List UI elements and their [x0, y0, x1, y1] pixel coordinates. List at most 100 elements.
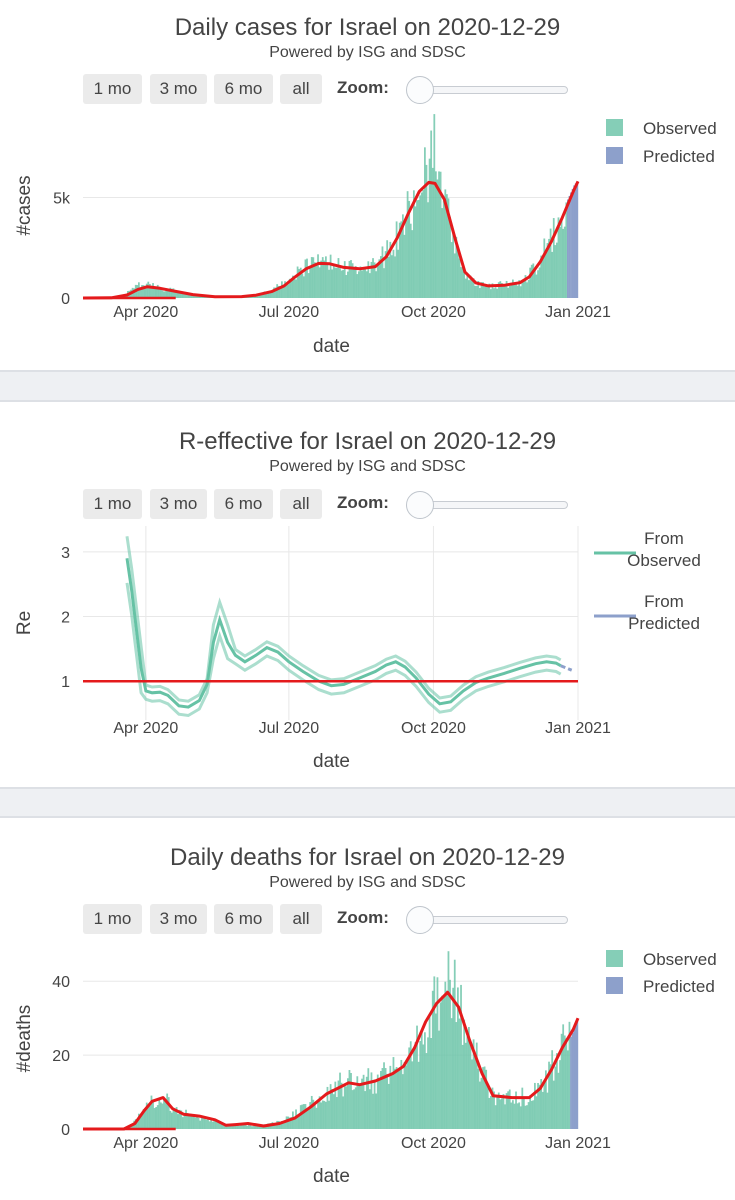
range-1mo-button[interactable]: 1 mo — [83, 74, 142, 104]
observed-bar — [323, 260, 326, 298]
range-6mo-button[interactable]: 6 mo — [214, 74, 273, 104]
range-3mo-button[interactable]: 3 mo — [150, 904, 207, 934]
legend-observed-label: Observed — [643, 119, 717, 138]
observed-bar — [497, 1092, 500, 1129]
range-all-button[interactable]: all — [280, 74, 322, 104]
observed-re-line — [125, 558, 562, 709]
observed-bar — [334, 1081, 337, 1129]
range-1mo-button[interactable]: 1 mo — [83, 904, 142, 934]
observed-bar — [259, 294, 261, 298]
observed-bar — [171, 288, 173, 298]
observed-bar — [285, 1116, 288, 1129]
deaths-plot: 0 20 40 Apr 2020 Jul 2020 Oct 2020 Jan 2021 dat… — [14, 950, 717, 1187]
observed-bar — [397, 1070, 400, 1129]
observed-bar — [380, 1070, 382, 1129]
observed-bar — [402, 1074, 404, 1129]
observed-bar — [419, 1041, 422, 1129]
range-3mo-button[interactable]: 3 mo — [150, 489, 207, 519]
observed-bar — [490, 1095, 492, 1129]
observed-bar — [400, 1059, 403, 1129]
observed-bar — [513, 284, 516, 298]
observed-bar — [304, 259, 307, 298]
observed-upper-band — [125, 536, 562, 703]
observed-bar — [565, 202, 568, 298]
x-tick-label: Oct 2020 — [401, 1135, 466, 1152]
observed-bar — [251, 1126, 253, 1129]
observed-bar — [200, 1117, 203, 1129]
observed-bar — [461, 1044, 464, 1129]
zoom-slider-handle[interactable] — [406, 491, 434, 519]
observed-bar — [442, 200, 445, 298]
observed-bar — [196, 1114, 198, 1129]
legend-predicted-swatch — [606, 147, 623, 164]
observed-bar — [200, 296, 203, 298]
range-6mo-button[interactable]: 6 mo — [214, 904, 273, 934]
predicted-bar — [573, 185, 576, 298]
observed-bar — [205, 1119, 208, 1129]
observed-bar — [149, 283, 151, 298]
observed-bar — [238, 1125, 241, 1129]
observed-bar — [535, 274, 538, 298]
predicted-bar — [573, 1029, 576, 1129]
observed-bar — [430, 1037, 433, 1129]
observed-bar — [145, 283, 148, 298]
observed-bar — [337, 1080, 340, 1129]
range-all-button[interactable]: all — [280, 489, 322, 519]
observed-bar — [141, 285, 143, 298]
observed-bar — [436, 977, 439, 1129]
observed-bar — [180, 1110, 183, 1129]
observed-bar — [211, 1121, 214, 1129]
observed-bar — [332, 265, 335, 298]
observed-bar — [560, 219, 563, 298]
observed-bar — [464, 278, 467, 298]
observed-bar — [315, 1107, 318, 1129]
observed-bar — [460, 267, 462, 298]
observed-bar — [345, 275, 348, 298]
observed-bar — [288, 1117, 291, 1129]
observed-bar — [488, 1097, 491, 1129]
observed-bar — [381, 246, 384, 298]
observed-bar — [354, 1087, 357, 1129]
observed-bar — [548, 238, 550, 298]
observed-bar — [519, 1106, 522, 1129]
y-tick-label: 2 — [61, 610, 70, 627]
observed-bar — [453, 959, 456, 1129]
observed-bar — [230, 1125, 233, 1129]
zoom-slider-handle[interactable] — [406, 76, 434, 104]
legend-predicted-label: From Predicted — [628, 592, 700, 633]
observed-bar — [301, 273, 304, 298]
legend-predicted-label: Predicted — [643, 147, 715, 166]
range-1mo-button[interactable]: 1 mo — [83, 489, 142, 519]
x-tick-label: Jul 2020 — [259, 720, 320, 737]
observed-bar — [328, 269, 330, 298]
y-axis-label: Re — [14, 611, 35, 635]
observed-bar — [193, 1116, 195, 1129]
observed-bar — [444, 189, 447, 298]
observed-bar — [554, 245, 557, 298]
observed-bar — [449, 979, 451, 1129]
observed-bar — [482, 282, 484, 298]
observed-bar — [232, 1125, 235, 1129]
range-6mo-button[interactable]: 6 mo — [214, 489, 273, 519]
x-tick-label: Jan 2021 — [545, 1135, 611, 1152]
observed-bar — [340, 1082, 343, 1129]
observed-bar — [447, 198, 450, 298]
observed-bar — [354, 266, 357, 298]
observed-bar — [273, 1124, 275, 1129]
observed-bar — [309, 267, 312, 298]
observed-bar — [521, 1087, 524, 1129]
observed-bar — [167, 1097, 170, 1129]
observed-bar — [563, 226, 566, 298]
observed-bar — [150, 285, 153, 298]
zoom-slider-handle[interactable] — [406, 906, 434, 934]
observed-bar — [447, 951, 450, 1129]
range-all-button[interactable]: all — [280, 904, 322, 934]
observed-bar — [422, 190, 425, 298]
observed-bar — [175, 290, 178, 298]
observed-bar — [417, 1061, 420, 1129]
x-tick-label: Apr 2020 — [113, 720, 178, 737]
observed-bar — [494, 1105, 497, 1129]
observed-bar — [334, 267, 337, 298]
legend-predicted-swatch — [606, 977, 623, 994]
range-3mo-button[interactable]: 3 mo — [150, 74, 207, 104]
